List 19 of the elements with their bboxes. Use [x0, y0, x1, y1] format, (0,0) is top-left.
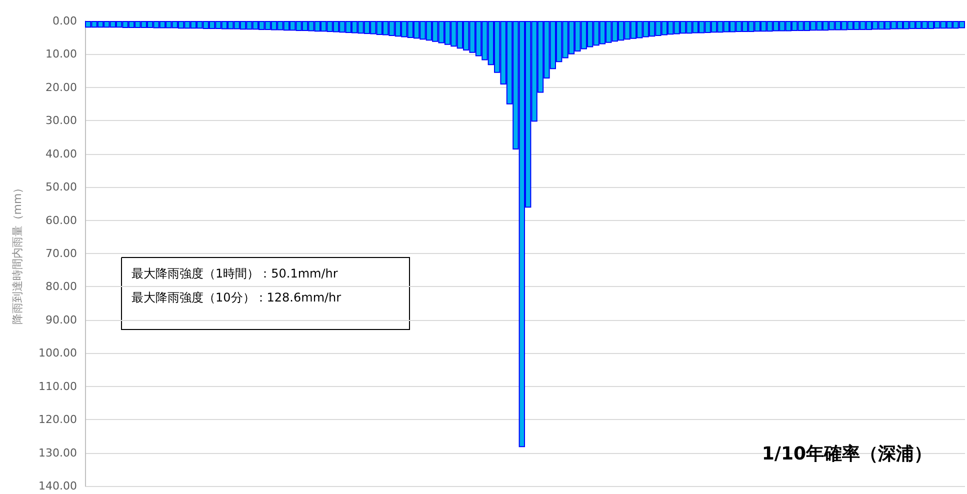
text: 1/10年確率（深浦） [762, 444, 932, 464]
y-tick-label: 10.00 [46, 48, 77, 61]
y-tick-label: 70.00 [46, 247, 77, 260]
y-tick-label: 100.00 [38, 346, 77, 360]
y-tick-label: 130.00 [38, 446, 77, 460]
y-tick-label: 90.00 [46, 313, 77, 326]
y-tick-label: 20.00 [46, 80, 77, 94]
y-tick-label: 0.00 [52, 14, 77, 28]
annotation: 最大降雨強度（10分）：128.6mm/hr [132, 290, 342, 304]
annotation: 最大降雨強度（1時間）：50.1mm/hr [132, 266, 338, 280]
y-tick-label: 140.00 [38, 480, 77, 492]
y-tick-label: 120.00 [38, 413, 77, 426]
y-tick-label: 110.00 [38, 380, 77, 393]
y-tick-label: 40.00 [46, 147, 77, 160]
y-tick-label: 80.00 [46, 280, 77, 294]
y-tick-label: 60.00 [46, 214, 77, 227]
y-tick-label: 30.00 [46, 114, 77, 128]
y-axis-title: 降雨到達時間内雨量（mm） [11, 182, 24, 325]
y-tick-label: 50.00 [46, 180, 77, 194]
